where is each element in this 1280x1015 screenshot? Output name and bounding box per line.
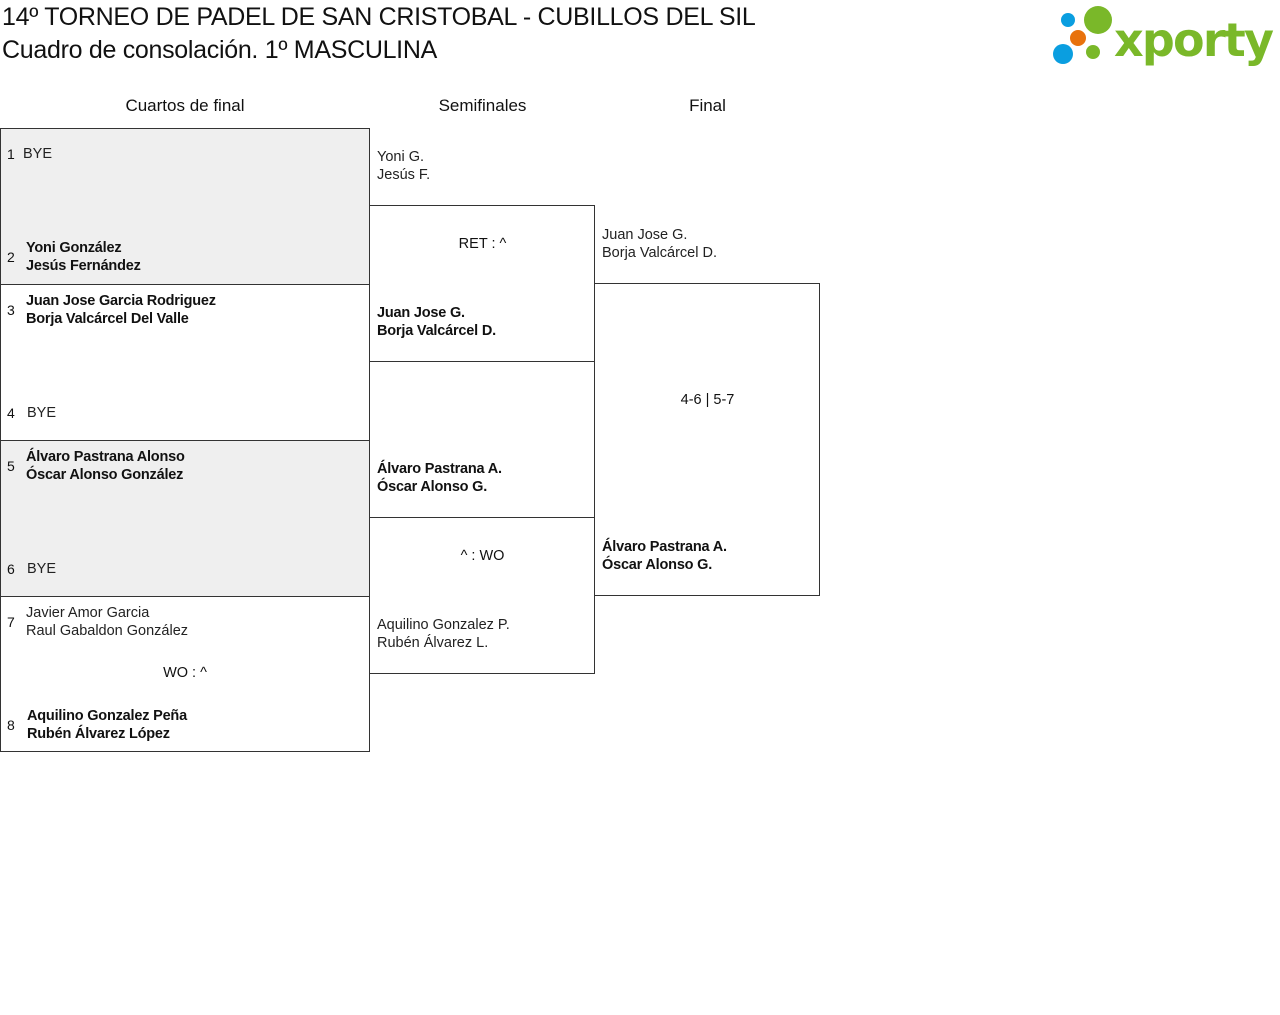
final-team-2[interactable]: Álvaro Pastrana A. Óscar Alonso G. (602, 538, 727, 574)
seed: 3 (7, 302, 15, 318)
xporty-logo: xporty (1050, 4, 1278, 67)
player: Aquilino Gonzalez Peña (27, 708, 187, 724)
final-team-1[interactable]: Juan Jose G. Borja Valcárcel D. (602, 226, 717, 262)
qf-match-3 (0, 440, 370, 597)
player: Borja Valcárcel D. (602, 245, 717, 261)
seed: 7 (7, 614, 15, 630)
seed: 8 (7, 717, 15, 733)
player: Borja Valcárcel Del Valle (26, 311, 189, 327)
player: Borja Valcárcel D. (377, 323, 496, 339)
qf-match-1 (0, 128, 370, 285)
player: Jesús Fernández (26, 258, 141, 274)
player: Rubén Álvarez López (27, 726, 170, 742)
qf-score: WO : ^ (163, 665, 207, 681)
player: Yoni G. (377, 149, 425, 165)
qf-team-6[interactable]: BYE (27, 560, 56, 578)
seed: 6 (7, 561, 15, 577)
round-header-final: Final (689, 96, 726, 115)
seed: 5 (7, 458, 15, 474)
page-title: 14º TORNEO DE PADEL DE SAN CRISTOBAL - C… (2, 3, 756, 31)
player: Juan Jose Garcia Rodriguez (26, 293, 216, 309)
qf-team-5[interactable]: Álvaro Pastrana Alonso Óscar Alonso Gonzá… (26, 448, 185, 484)
player: Álvaro Pastrana Alonso (26, 449, 185, 465)
player: Óscar Alonso G. (602, 557, 713, 573)
player: BYE (23, 146, 53, 162)
player: Javier Amor Garcia (26, 605, 150, 621)
qf-team-7[interactable]: Javier Amor Garcia Raul Gabaldon González (26, 604, 188, 640)
sf-score: ^ : WO (460, 548, 505, 564)
sf-team-1[interactable]: Yoni G. Jesús F. (377, 148, 430, 184)
sf-team-2[interactable]: Juan Jose G. Borja Valcárcel D. (377, 304, 496, 340)
player: Óscar Alonso González (26, 467, 184, 483)
sf-team-4[interactable]: Aquilino Gonzalez P. Rubén Álvarez L. (377, 616, 510, 652)
page-subtitle: Cuadro de consolación. 1º MASCULINA (2, 36, 437, 64)
seed: 2 (7, 249, 15, 265)
seed: 1 (7, 146, 15, 162)
final-match (594, 283, 820, 596)
qf-team-4[interactable]: BYE (27, 404, 56, 422)
sf-score: RET : ^ (458, 236, 507, 252)
seed: 4 (7, 405, 15, 421)
round-header-semifinals: Semifinales (438, 96, 527, 115)
player: Raul Gabaldon González (26, 623, 189, 639)
sf-team-3[interactable]: Álvaro Pastrana A. Óscar Alonso G. (377, 460, 502, 496)
qf-match-4 (0, 596, 370, 752)
player: Rubén Álvarez L. (377, 635, 489, 651)
qf-team-3[interactable]: Juan Jose Garcia Rodriguez Borja Valcárce… (26, 292, 216, 328)
qf-team-2[interactable]: Yoni González Jesús Fernández (26, 239, 141, 275)
final-score: 4-6 | 5-7 (680, 392, 735, 408)
round-header-quarterfinals: Cuartos de final (125, 96, 245, 115)
svg-text:xporty: xporty (1114, 13, 1274, 66)
player: BYE (27, 561, 57, 577)
player: BYE (27, 405, 57, 421)
qf-team-8[interactable]: Aquilino Gonzalez Peña Rubén Álvarez Lópe… (27, 707, 187, 743)
player: Álvaro Pastrana A. (377, 461, 502, 477)
player: Juan Jose G. (377, 305, 465, 321)
player: Juan Jose G. (602, 227, 688, 243)
player: Álvaro Pastrana A. (602, 539, 727, 555)
player: Jesús F. (377, 167, 431, 183)
player: Yoni González (26, 240, 122, 256)
qf-team-1[interactable]: BYE (23, 145, 52, 163)
player: Óscar Alonso G. (377, 479, 488, 495)
player: Aquilino Gonzalez P. (377, 617, 510, 633)
